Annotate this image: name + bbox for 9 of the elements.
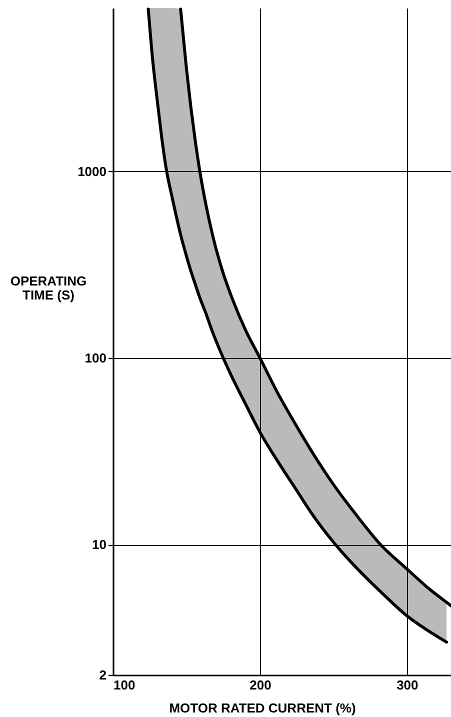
y-tick-label: 1000 bbox=[78, 164, 106, 179]
y-tick-label: 10 bbox=[92, 537, 106, 552]
y-tick-label: 2 bbox=[99, 668, 106, 682]
y-tick-label: 100 bbox=[84, 350, 106, 366]
x-axis-title: MOTOR RATED CURRENT (%) bbox=[169, 700, 356, 716]
x-tick-label: 200 bbox=[250, 678, 272, 692]
y-axis-title: OPERATING TIME (S) bbox=[10, 274, 87, 302]
x-tick-label: 100 bbox=[114, 678, 136, 692]
x-tick-label: 300 bbox=[396, 678, 418, 692]
